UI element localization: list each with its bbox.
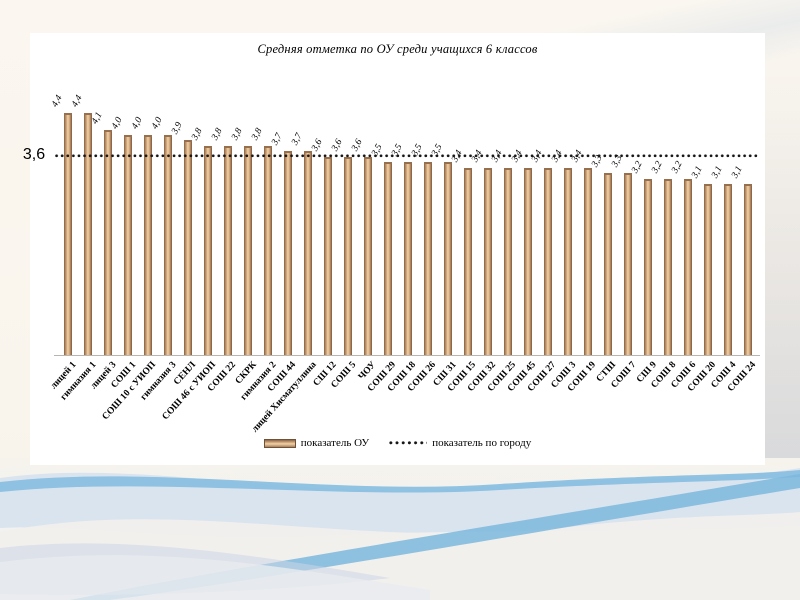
bar xyxy=(404,162,412,355)
bar xyxy=(604,173,612,355)
bar xyxy=(704,184,712,355)
bar-value-label: 3,8 xyxy=(210,126,225,142)
bar xyxy=(104,130,112,355)
legend-city-label: показатель по городу xyxy=(432,437,532,449)
bar-value-label: 3,8 xyxy=(190,126,205,142)
bar xyxy=(584,168,592,355)
bar-value-label: 3,2 xyxy=(630,159,645,175)
bar xyxy=(364,157,372,355)
bar xyxy=(484,168,492,355)
bar-value-label: 4,0 xyxy=(150,115,165,131)
legend-bar-swatch-icon xyxy=(263,438,296,448)
background-sheen-right xyxy=(758,40,800,470)
plot-area: 4,4 лицей 1 4,4 гимназия 1 4,1 лицей 3 4,0 СОШ … xyxy=(30,33,765,465)
bar-value-label: 3,2 xyxy=(670,159,685,175)
bar xyxy=(264,146,272,355)
bar-value-label: 3,6 xyxy=(330,137,345,153)
bar-value-label: 3,8 xyxy=(250,126,265,142)
bar xyxy=(464,168,472,355)
bar xyxy=(184,140,192,355)
bar xyxy=(544,168,552,355)
city-average-dotted-line xyxy=(55,154,759,158)
bar xyxy=(244,146,252,355)
bar xyxy=(224,146,232,355)
bar-value-label: 3,9 xyxy=(170,120,185,136)
bar-value-label: 4,1 xyxy=(90,110,105,126)
bar xyxy=(524,168,532,355)
bar-value-label: 3,2 xyxy=(650,159,665,175)
bar xyxy=(564,168,572,355)
bar-value-label: 3,6 xyxy=(310,137,325,153)
bar xyxy=(304,151,312,355)
bar xyxy=(444,162,452,355)
legend-dotted-line-swatch-icon xyxy=(389,441,428,445)
bar-value-label: 4,4 xyxy=(70,93,85,109)
bar xyxy=(64,113,72,355)
bar xyxy=(284,151,292,355)
bar xyxy=(204,146,212,355)
chart-title: Средняя отметка по ОУ среди учащихся 6 к… xyxy=(257,42,538,56)
bar xyxy=(324,157,332,355)
legend-series-label: показатель ОУ xyxy=(300,437,370,449)
bar-value-label: 3,1 xyxy=(730,164,745,180)
bar-value-label: 3,6 xyxy=(350,137,365,153)
bar-value-label: 3,1 xyxy=(710,164,725,180)
bar xyxy=(144,135,152,355)
legend-item-city-indicator: показатель по городу xyxy=(389,437,531,449)
bar-value-label: 4,0 xyxy=(110,115,125,131)
bar xyxy=(344,157,352,355)
legend-item-school-indicator: показатель ОУ xyxy=(263,437,370,449)
bar xyxy=(504,168,512,355)
bar xyxy=(624,173,632,355)
chart-panel: Средняя отметка по ОУ среди учащихся 6 к… xyxy=(30,33,765,465)
bar xyxy=(724,184,732,355)
bar xyxy=(84,113,92,355)
bar-value-label: 3,1 xyxy=(690,164,705,180)
bar-value-label: 3,8 xyxy=(230,126,245,142)
bar xyxy=(684,179,692,355)
bar xyxy=(384,162,392,355)
bar-value-label: 3,7 xyxy=(290,131,305,147)
bar xyxy=(164,135,172,355)
bar xyxy=(644,179,652,355)
bar xyxy=(424,162,432,355)
legend: показатель ОУ показатель по городу xyxy=(30,437,765,449)
x-axis-line xyxy=(54,355,760,356)
bar-value-label: 3,7 xyxy=(270,131,285,147)
bar-value-label: 4,0 xyxy=(130,115,145,131)
background-waves xyxy=(0,458,800,600)
bar xyxy=(124,135,132,355)
bar-value-label: 4,4 xyxy=(50,93,65,109)
bar xyxy=(744,184,752,355)
city-average-value-label: 3,6 xyxy=(22,146,46,163)
bar xyxy=(664,179,672,355)
